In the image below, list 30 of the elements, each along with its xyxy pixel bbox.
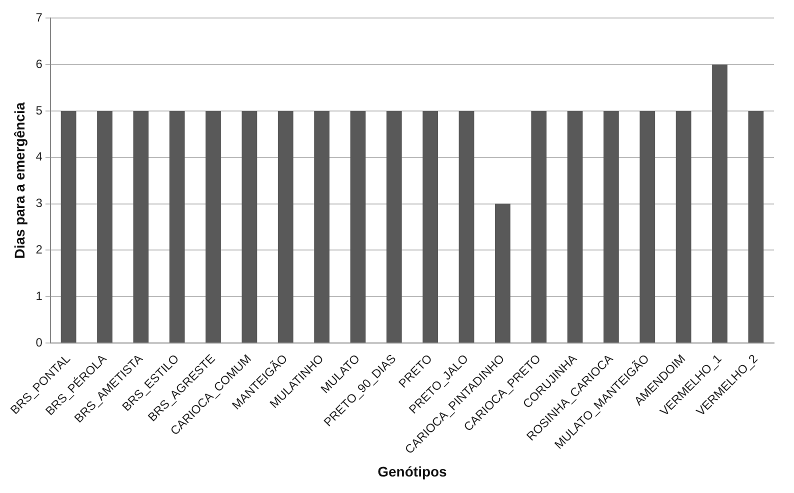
bar bbox=[458, 110, 474, 342]
y-tick-label: 0 bbox=[36, 335, 43, 350]
bar bbox=[133, 110, 149, 342]
bar bbox=[531, 110, 547, 342]
bar bbox=[676, 110, 692, 342]
bar bbox=[97, 110, 112, 342]
bar bbox=[169, 110, 185, 342]
bar bbox=[604, 110, 619, 342]
bar bbox=[386, 110, 402, 342]
y-tick-label: 4 bbox=[36, 150, 43, 164]
bar bbox=[242, 110, 258, 342]
bar bbox=[712, 64, 728, 342]
y-tick-label: 5 bbox=[36, 103, 43, 118]
y-axis-title: Dias para a emergência bbox=[11, 102, 28, 259]
bar bbox=[278, 110, 294, 342]
y-tick-label: 6 bbox=[36, 56, 43, 71]
y-tick-label: 2 bbox=[36, 242, 43, 256]
x-axis-title: Genótipos bbox=[378, 463, 448, 480]
bar bbox=[60, 110, 76, 342]
bar bbox=[314, 110, 330, 342]
bar bbox=[494, 204, 510, 342]
bar bbox=[567, 110, 583, 342]
bar bbox=[422, 110, 438, 342]
y-tick-label: 7 bbox=[36, 10, 43, 25]
bar bbox=[640, 110, 656, 342]
y-tick-label: 1 bbox=[36, 288, 43, 303]
bar bbox=[350, 110, 366, 342]
bar bbox=[748, 110, 764, 342]
bar bbox=[206, 110, 221, 342]
y-tick-label: 3 bbox=[36, 196, 43, 210]
